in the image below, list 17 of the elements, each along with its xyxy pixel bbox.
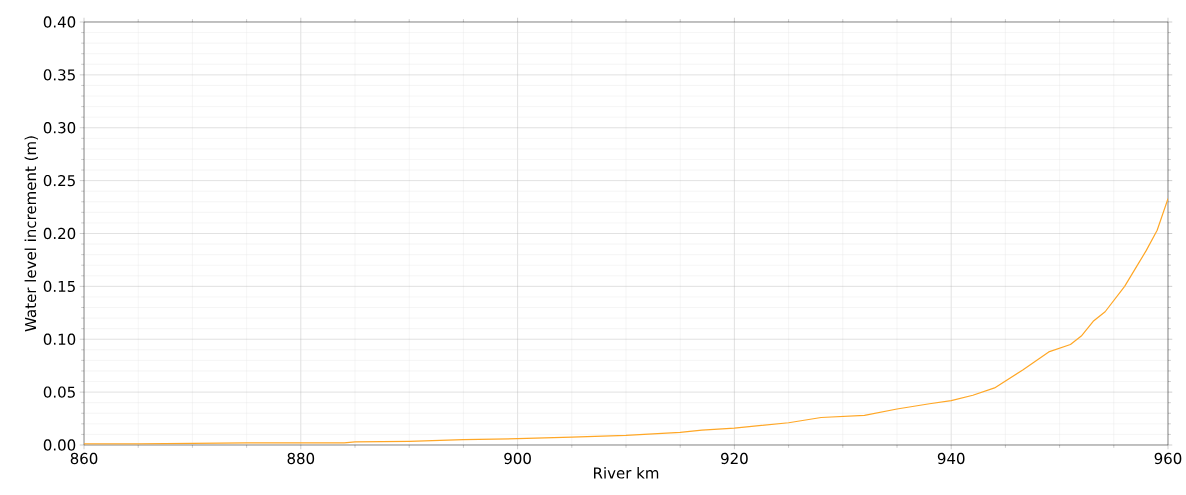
y-tick-label: 0.05 [43, 386, 75, 398]
y-tick-label: 0.25 [43, 174, 75, 187]
x-tick-label: 960 [1154, 452, 1182, 465]
y-tick-label: 0.10 [43, 333, 76, 345]
y-tick-label: 0.00 [43, 439, 76, 451]
x-tick-label: 900 [504, 452, 531, 465]
x-axis-title: River km [594, 467, 659, 479]
x-tick-label: 860 [70, 452, 98, 465]
y-tick-label: 0.20 [43, 227, 76, 240]
x-tick-label: 920 [721, 452, 748, 465]
y-axis-title: Water level increment (m) [24, 136, 38, 332]
y-tick-label: 0.40 [43, 16, 76, 28]
y-tick-label: 0.15 [43, 280, 75, 293]
x-tick-label: 880 [287, 452, 315, 465]
x-tick-label: 940 [937, 452, 965, 465]
y-tick-label: 0.35 [43, 69, 75, 81]
y-tick-label: 0.30 [43, 122, 76, 134]
